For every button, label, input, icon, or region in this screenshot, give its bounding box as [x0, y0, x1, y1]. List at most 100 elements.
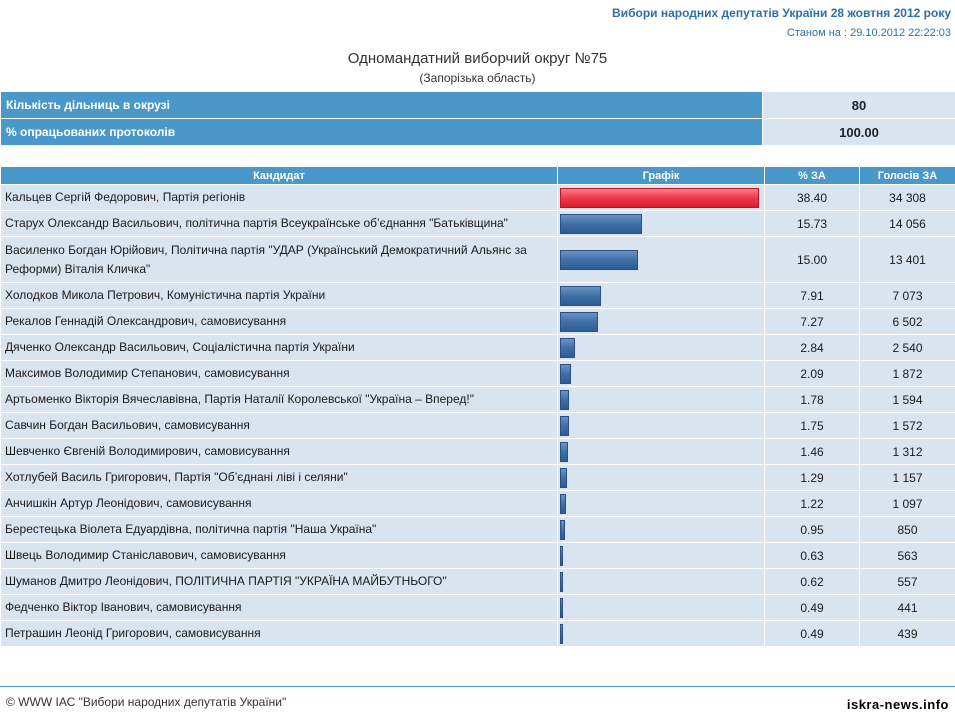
percent-cell: 2.84 — [765, 335, 860, 361]
summary-value: 80 — [763, 92, 955, 119]
votes-cell: 850 — [860, 517, 955, 543]
graph-cell — [558, 491, 765, 517]
percent-cell: 7.27 — [765, 309, 860, 335]
summary-value: 100.00 — [763, 119, 955, 146]
table-row: Петрашин Леонід Григорович, самовисуванн… — [1, 621, 955, 647]
candidate-cell: Савчин Богдан Васильович, самовисування — [1, 413, 558, 439]
footer-copyright: © WWW ІАС "Вибори народних депутатів Укр… — [6, 695, 286, 709]
table-row: Дяченко Олександр Васильович, Соціалісти… — [1, 335, 955, 361]
district-region: (Запорізька область) — [0, 71, 955, 85]
percent-cell: 38.40 — [765, 185, 860, 211]
vote-share-bar — [560, 286, 601, 306]
votes-cell: 14 056 — [860, 211, 955, 237]
vote-share-bar — [560, 416, 569, 436]
candidate-name: Швець Володимир Станіславович — [5, 548, 194, 562]
candidate-cell: Швець Володимир Станіславович, самовисув… — [1, 543, 558, 569]
votes-cell: 1 594 — [860, 387, 955, 413]
percent-cell: 0.62 — [765, 569, 860, 595]
candidate-party: , самовисування — [160, 496, 252, 510]
candidate-name: Федченко Віктор Іванович — [5, 600, 149, 614]
summary-row-precincts: Кількість дільниць в окрузі 80 — [1, 92, 955, 119]
table-row: Старух Олександр Васильович, політична п… — [1, 211, 955, 237]
candidate-cell: Дяченко Олександр Васильович, Соціалісти… — [1, 335, 558, 361]
watermark: iskra-news.info — [847, 697, 949, 712]
candidate-name: Старух Олександр Васильович — [5, 216, 179, 230]
header-graph: Графік — [558, 167, 765, 185]
candidate-cell: Петрашин Леонід Григорович, самовисуванн… — [1, 621, 558, 647]
candidate-party: , самовисування — [194, 314, 286, 328]
candidate-cell: Шуманов Дмитро Леонідович, ПОЛІТИЧНА ПАР… — [1, 569, 558, 595]
percent-cell: 1.29 — [765, 465, 860, 491]
candidate-name: Дяченко Олександр Васильович — [5, 340, 186, 354]
votes-cell: 7 073 — [860, 283, 955, 309]
candidate-party: , Комуністична партія України — [160, 288, 325, 302]
graph-cell — [558, 185, 765, 211]
header-votes: Голосів ЗА — [860, 167, 955, 185]
table-row: Шевченко Євгеній Володимирович, самовису… — [1, 439, 955, 465]
table-row: Шуманов Дмитро Леонідович, ПОЛІТИЧНА ПАР… — [1, 569, 955, 595]
votes-cell: 439 — [860, 621, 955, 647]
vote-share-bar — [560, 214, 642, 234]
candidate-cell: Берестецька Віолета Едуардівна, політичн… — [1, 517, 558, 543]
candidate-cell: Старух Олександр Васильович, політична п… — [1, 211, 558, 237]
candidate-party: , ПОЛІТИЧНА ПАРТІЯ "УКРАЇНА МАЙБУТНЬОГО" — [169, 574, 447, 588]
header-percent: % ЗА — [765, 167, 860, 185]
candidate-name: Максимов Володимир Степанович — [5, 366, 198, 380]
candidate-name: Савчин Богдан Васильович — [5, 418, 158, 432]
votes-cell: 6 502 — [860, 309, 955, 335]
percent-cell: 1.22 — [765, 491, 860, 517]
percent-cell: 15.73 — [765, 211, 860, 237]
vote-share-bar — [560, 338, 575, 358]
status-timestamp: Станом на : 29.10.2012 22:22:03 — [787, 27, 951, 39]
candidate-party: , Партія регіонів — [156, 190, 245, 204]
percent-cell: 15.00 — [765, 237, 860, 283]
summary-label: Кількість дільниць в окрузі — [1, 92, 763, 119]
vote-share-bar — [560, 546, 563, 566]
table-row: Рекалов Геннадій Олександрович, самовису… — [1, 309, 955, 335]
summary-row-protocols: % опрацьованих протоколів 100.00 — [1, 119, 955, 146]
graph-cell — [558, 569, 765, 595]
candidate-cell: Холодков Микола Петрович, Комуністична п… — [1, 283, 558, 309]
candidate-cell: Максимов Володимир Степанович, самовисув… — [1, 361, 558, 387]
votes-cell: 441 — [860, 595, 955, 621]
table-row: Швець Володимир Станіславович, самовисув… — [1, 543, 955, 569]
candidate-cell: Рекалов Геннадій Олександрович, самовису… — [1, 309, 558, 335]
graph-cell — [558, 361, 765, 387]
percent-cell: 0.95 — [765, 517, 860, 543]
candidate-party: , політична партія "Наша Україна" — [189, 522, 377, 536]
graph-cell — [558, 335, 765, 361]
vote-share-bar — [560, 494, 566, 514]
results-table: Кандидат Графік % ЗА Голосів ЗА Кальцев … — [0, 166, 955, 647]
percent-cell: 1.78 — [765, 387, 860, 413]
candidate-party: , самовисування — [198, 366, 290, 380]
candidate-party: , самовисування — [198, 444, 290, 458]
vote-share-bar — [560, 312, 598, 332]
summary-table: Кількість дільниць в окрузі 80 % опрацьо… — [0, 91, 955, 146]
graph-cell — [558, 543, 765, 569]
candidate-cell: Василенко Богдан Юрійович, Політична пар… — [1, 237, 558, 283]
graph-cell — [558, 283, 765, 309]
votes-cell: 1 157 — [860, 465, 955, 491]
table-row: Артьоменко Вікторія Вячеславівна, Партія… — [1, 387, 955, 413]
graph-cell — [558, 413, 765, 439]
votes-cell: 1 312 — [860, 439, 955, 465]
candidate-name: Хотлубей Василь Григорович — [5, 470, 168, 484]
candidate-name: Артьоменко Вікторія Вячеславівна — [5, 392, 198, 406]
vote-share-bar — [560, 250, 638, 270]
candidate-name: Шуманов Дмитро Леонідович — [5, 574, 169, 588]
table-row: Василенко Богдан Юрійович, Політична пар… — [1, 237, 955, 283]
graph-cell — [558, 595, 765, 621]
graph-cell — [558, 309, 765, 335]
graph-cell — [558, 387, 765, 413]
results-header-row: Кандидат Графік % ЗА Голосів ЗА — [1, 167, 955, 185]
graph-cell — [558, 517, 765, 543]
votes-cell: 2 540 — [860, 335, 955, 361]
candidate-cell: Кальцев Сергій Федорович, Партія регіоні… — [1, 185, 558, 211]
results-body: Кальцев Сергій Федорович, Партія регіоні… — [1, 185, 955, 647]
table-row: Берестецька Віолета Едуардівна, політичн… — [1, 517, 955, 543]
candidate-party: , самовисування — [194, 548, 286, 562]
vote-share-bar — [560, 520, 565, 540]
votes-cell: 563 — [860, 543, 955, 569]
